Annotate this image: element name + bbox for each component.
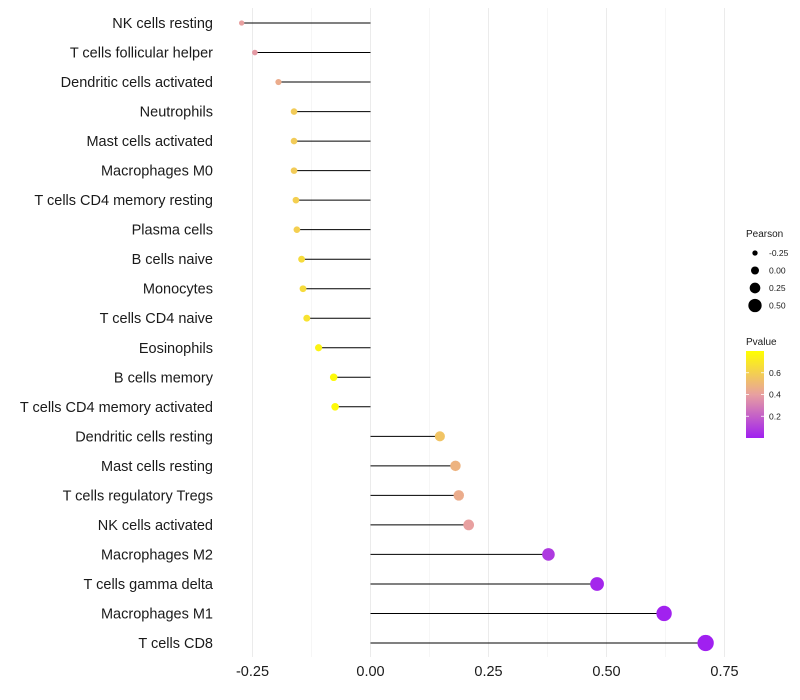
category-label: NK cells activated <box>98 518 213 534</box>
x-axis-ticks: -0.25 0.00 0.25 0.50 0.75 <box>236 664 739 680</box>
legend-pearson-dot <box>751 266 759 275</box>
legend-pearson-label: 0.50 <box>769 301 786 311</box>
x-tick-label: 0.50 <box>592 664 620 680</box>
lollipop-point <box>463 519 475 531</box>
category-label: Macrophages M0 <box>101 164 213 180</box>
lollipop-point <box>275 78 282 86</box>
lollipop-point <box>314 344 323 352</box>
legend-pvalue-label: 0.6 <box>769 368 781 378</box>
legend-pvalue-colorbar <box>746 351 764 438</box>
lollipop-point <box>293 226 301 233</box>
category-label: T cells CD4 naive <box>100 311 213 327</box>
legend-pearson-title: Pearson <box>746 229 783 240</box>
category-label: B cells memory <box>114 370 214 386</box>
legend-pearson-dot <box>749 282 761 294</box>
points-layer <box>238 20 714 652</box>
lollipop-point <box>290 167 298 174</box>
category-label: Neutrophils <box>140 105 213 121</box>
category-label: T cells CD4 memory activated <box>20 400 213 416</box>
category-label: NK cells resting <box>112 16 213 32</box>
lollipop-point <box>329 373 338 382</box>
category-label: Macrophages M1 <box>101 606 213 622</box>
legend-pearson-dot <box>752 250 758 256</box>
lollipop-point <box>252 49 258 56</box>
stems-layer <box>241 22 706 644</box>
legend-pvalue-label: 0.2 <box>769 411 781 421</box>
category-label: Macrophages M2 <box>101 547 213 563</box>
lollipop-point <box>542 548 555 561</box>
category-label: T cells follicular helper <box>70 46 213 62</box>
lollipop-point <box>298 255 305 263</box>
category-label: T cells CD4 memory resting <box>34 193 213 209</box>
lollipop-point <box>453 490 465 501</box>
legend-pearson-dot <box>748 298 762 313</box>
category-label: Mast cells resting <box>101 459 213 475</box>
legend-pvalue-title: Pvalue <box>746 337 777 348</box>
category-label: B cells naive <box>132 252 213 268</box>
lollipop-point <box>450 460 461 472</box>
category-labels: NK cells resting T cells follicular helpe… <box>20 16 214 652</box>
legend: Pearson -0.25 0.00 0.25 0.50 Pvalue 0.6 0.4 0.2 <box>746 229 789 438</box>
x-tick-label: 0.00 <box>356 664 384 680</box>
category-label: Mast cells activated <box>86 134 213 150</box>
lollipop-point <box>290 137 298 145</box>
x-tick-label: 0.75 <box>710 664 738 680</box>
category-label: Plasma cells <box>132 223 213 239</box>
x-tick-label: 0.25 <box>474 664 502 680</box>
category-label: T cells regulatory Tregs <box>63 488 213 504</box>
category-label: Dendritic cells activated <box>61 75 213 91</box>
lollipop-point <box>434 431 445 442</box>
category-label: T cells CD8 <box>138 636 213 652</box>
lollipop-point <box>303 314 311 322</box>
lollipop-point <box>290 108 298 115</box>
category-label: Eosinophils <box>139 341 213 357</box>
legend-pearson-label: 0.25 <box>769 283 786 293</box>
lollipop-point <box>238 20 245 26</box>
lollipop-point <box>299 285 307 293</box>
lollipop-point <box>697 634 714 652</box>
legend-pearson-label: -0.25 <box>769 248 789 258</box>
category-label: Dendritic cells resting <box>75 429 213 445</box>
x-tick-label: -0.25 <box>236 664 269 680</box>
lollipop-point <box>656 605 672 622</box>
category-label: T cells gamma delta <box>84 577 214 593</box>
legend-pvalue-label: 0.4 <box>769 390 781 400</box>
lollipop-point <box>331 403 339 411</box>
legend-pearson-label: 0.00 <box>769 266 786 276</box>
grid-layer <box>252 8 725 657</box>
lollipop-point <box>590 577 604 591</box>
lollipop-point <box>292 196 300 204</box>
category-label: Monocytes <box>143 282 213 298</box>
